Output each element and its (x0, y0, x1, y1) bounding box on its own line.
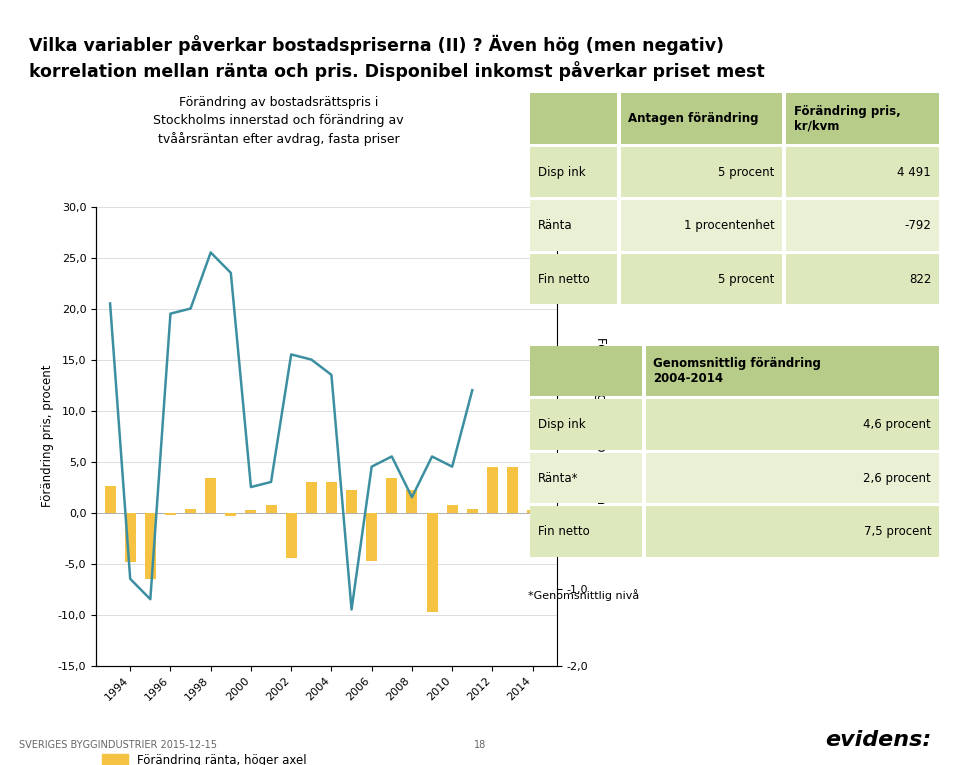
Bar (266, 505, 276, 513)
Text: Antagen förändring: Antagen förändring (629, 112, 759, 125)
Bar (487, 467, 498, 513)
Bar (366, 513, 377, 561)
Text: SVERIGES BYGGINDUSTRIER 2015-12-15: SVERIGES BYGGINDUSTRIER 2015-12-15 (19, 740, 217, 750)
Text: 4,6 procent: 4,6 procent (863, 418, 931, 431)
Text: 18: 18 (474, 740, 486, 750)
Text: Ränta*: Ränta* (538, 472, 578, 484)
Text: evidens:: evidens: (825, 730, 931, 750)
Text: 2,6 procent: 2,6 procent (863, 472, 931, 484)
Text: Vilka variabler påverkar bostadspriserna (II) ? Även hög (men negativ): Vilka variabler påverkar bostadspriserna… (29, 34, 724, 54)
Bar (205, 478, 216, 513)
Legend: Förändring ränta, höger axel, Förändring pris, vänster axel: Förändring ränta, höger axel, Förändring… (102, 754, 308, 765)
Bar (306, 482, 317, 513)
Text: *Genomsnittlig nivå: *Genomsnittlig nivå (528, 589, 639, 601)
Bar (185, 509, 196, 513)
Bar (125, 513, 135, 562)
Text: 5 procent: 5 procent (718, 166, 775, 178)
Bar (105, 486, 115, 513)
Text: Fin netto: Fin netto (538, 526, 589, 538)
Text: Disp ink: Disp ink (538, 418, 586, 431)
Bar (325, 482, 337, 513)
Text: 7,5 procent: 7,5 procent (864, 526, 931, 538)
Bar (386, 478, 397, 513)
Bar (446, 505, 458, 513)
Text: Förändring pris,
kr/kvm: Förändring pris, kr/kvm (794, 105, 900, 132)
Bar (165, 513, 176, 515)
Text: 4 491: 4 491 (898, 166, 931, 178)
Text: Ränta: Ränta (538, 220, 572, 232)
Bar (145, 513, 156, 579)
Bar (226, 513, 236, 516)
Text: Fin netto: Fin netto (538, 273, 589, 285)
Bar (406, 490, 418, 513)
Bar (527, 510, 539, 513)
Bar (346, 490, 357, 513)
Text: Disp ink: Disp ink (538, 166, 586, 178)
Text: Genomsnittlig förändring
2004-2014: Genomsnittlig förändring 2004-2014 (653, 357, 821, 385)
Bar (507, 467, 518, 513)
Bar (286, 513, 297, 558)
Bar (246, 510, 256, 513)
Text: Förändring av bostadsrättspris i
Stockholms innerstad och förändring av
tvåårsrä: Förändring av bostadsrättspris i Stockho… (153, 96, 404, 146)
Text: 5 procent: 5 procent (718, 273, 775, 285)
Y-axis label: Förändring ränta, procentenheter: Förändring ränta, procentenheter (593, 337, 607, 536)
Text: 822: 822 (909, 273, 931, 285)
Text: 1 procentenhet: 1 procentenhet (684, 220, 775, 232)
Y-axis label: Förändring pris, procent: Förändring pris, procent (40, 365, 54, 507)
Bar (426, 513, 438, 612)
Text: korrelation mellan ränta och pris. Disponibel inkomst påverkar priset mest: korrelation mellan ränta och pris. Dispo… (29, 61, 764, 81)
Text: -792: -792 (904, 220, 931, 232)
Bar (467, 509, 478, 513)
